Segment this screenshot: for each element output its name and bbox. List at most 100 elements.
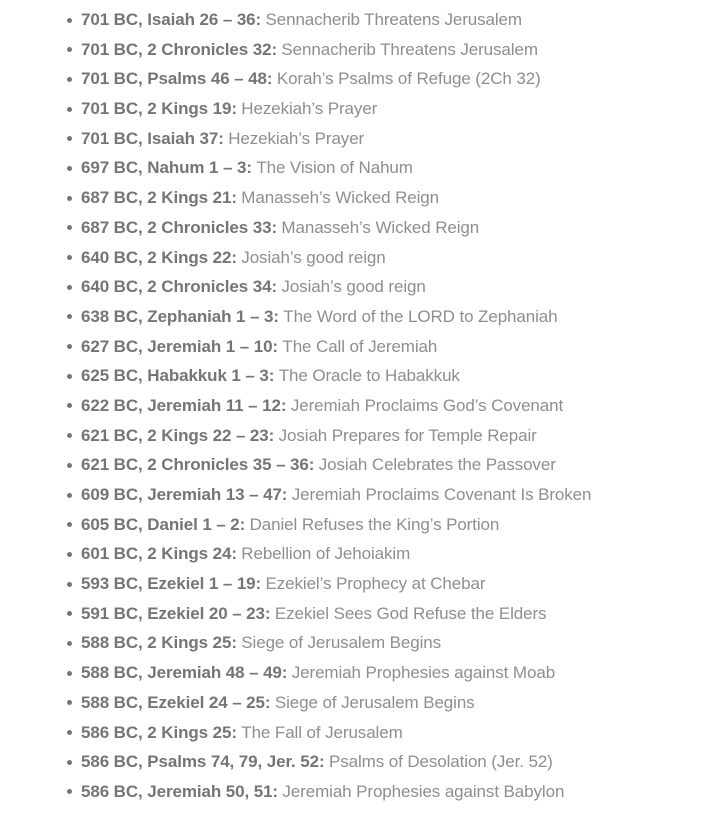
list-item: 701 BC, Psalms 46 – 48: Korah’s Psalms of… (67, 64, 713, 94)
timeline-entry: 586 BC, 2 Kings 25: The Fall of Jerusalem (81, 718, 403, 748)
bullet-icon (67, 640, 72, 646)
bullet-icon (67, 759, 72, 765)
timeline-entry: 697 BC, Nahum 1 – 3: The Vision of Nahum (81, 153, 413, 183)
timeline-entry: 701 BC, Isaiah 26 – 36: Sennacherib Threa… (81, 5, 522, 35)
entry-ref: 687 BC, 2 Kings 21: (81, 188, 237, 208)
entry-ref: 588 BC, Jeremiah 48 – 49: (81, 663, 288, 683)
bullet-icon (67, 165, 72, 171)
timeline-entry: 593 BC, Ezekiel 1 – 19: Ezekiel’s Prophec… (81, 569, 486, 599)
bullet-icon (67, 700, 72, 706)
entry-desc: Hezekiah’s Prayer (228, 128, 365, 148)
list-item: 701 BC, 2 Kings 19: Hezekiah’s Prayer (67, 94, 713, 124)
entry-desc: Josiah Celebrates the Passover (318, 455, 556, 475)
entry-desc: Jeremiah Prophesies against Moab (291, 663, 556, 683)
entry-ref: 591 BC, Ezekiel 20 – 23: (81, 603, 271, 623)
bullet-icon (67, 314, 72, 320)
timeline-entry: 640 BC, 2 Chronicles 34: Josiah’s good re… (81, 272, 426, 302)
bullet-icon (67, 17, 72, 23)
list-item: 621 BC, 2 Kings 22 – 23: Josiah Prepares … (67, 421, 713, 451)
entry-desc: The Call of Jeremiah (282, 336, 438, 356)
bullet-icon (67, 403, 72, 409)
timeline-entry: 701 BC, 2 Chronicles 32: Sennacherib Thre… (81, 35, 538, 65)
timeline-entry: 687 BC, 2 Chronicles 33: Manasseh’s Wicke… (81, 213, 479, 243)
entry-ref: 601 BC, 2 Kings 24: (81, 544, 237, 564)
entry-desc: Jeremiah Proclaims God’s Covenant (290, 395, 564, 415)
list-item: 701 BC, Isaiah 26 – 36: Sennacherib Threa… (67, 5, 713, 35)
entry-desc: The Vision of Nahum (256, 158, 413, 178)
timeline-entry: 640 BC, 2 Kings 22: Josiah’s good reign (81, 243, 386, 273)
timeline-entry: 621 BC, 2 Kings 22 – 23: Josiah Prepares … (81, 421, 537, 451)
entry-ref: 638 BC, Zephaniah 1 – 3: (81, 306, 279, 326)
timeline-entry: 586 BC, Psalms 74, 79, Jer. 52: Psalms of… (81, 747, 553, 777)
entry-ref: 588 BC, Ezekiel 24 – 25: (81, 692, 271, 712)
timeline-entry: 609 BC, Jeremiah 13 – 47: Jeremiah Procla… (81, 480, 591, 510)
entry-ref: 627 BC, Jeremiah 1 – 10: (81, 336, 278, 356)
bullet-icon (67, 136, 72, 142)
timeline-entry: 687 BC, 2 Kings 21: Manasseh’s Wicked Rei… (81, 183, 439, 213)
entry-ref: 593 BC, Ezekiel 1 – 19: (81, 574, 262, 594)
entry-desc: The Oracle to Habakkuk (278, 366, 460, 386)
list-item: 625 BC, Habakkuk 1 – 3: The Oracle to Hab… (67, 361, 713, 391)
bullet-icon (67, 47, 72, 53)
bullet-icon (67, 670, 72, 676)
entry-desc: Ezekiel Sees God Refuse the Elders (274, 603, 547, 623)
entry-ref: 701 BC, 2 Chronicles 32: (81, 39, 278, 59)
bullet-icon (67, 551, 72, 557)
entry-ref: 605 BC, Daniel 1 – 2: (81, 514, 246, 534)
bullet-icon (67, 284, 72, 290)
timeline-entry: 701 BC, Psalms 46 – 48: Korah’s Psalms of… (81, 64, 541, 94)
entry-ref: 701 BC, Isaiah 26 – 36: (81, 10, 262, 29)
entry-ref: 697 BC, Nahum 1 – 3: (81, 158, 252, 178)
list-item: 701 BC, Isaiah 37: Hezekiah’s Prayer (67, 124, 713, 154)
list-item: 588 BC, 2 Kings 25: Siege of Jerusalem Be… (67, 628, 713, 658)
timeline-entry: 586 BC, Jeremiah 50, 51: Jeremiah Prophes… (81, 777, 564, 807)
entry-desc: The Fall of Jerusalem (241, 722, 403, 742)
list-item: 586 BC, Jeremiah 50, 51: Jeremiah Prophes… (67, 777, 713, 807)
bullet-icon (67, 462, 72, 468)
timeline-entry: 621 BC, 2 Chronicles 35 – 36: Josiah Cele… (81, 450, 556, 480)
timeline-entry: 627 BC, Jeremiah 1 – 10: The Call of Jere… (81, 332, 437, 362)
entry-ref: 621 BC, 2 Kings 22 – 23: (81, 425, 275, 445)
list-item: 609 BC, Jeremiah 13 – 47: Jeremiah Procla… (67, 480, 713, 510)
entry-desc: Josiah Prepares for Temple Repair (278, 425, 537, 445)
list-item: 588 BC, Ezekiel 24 – 25: Siege of Jerusal… (67, 688, 713, 718)
list-item: 701 BC, 2 Chronicles 32: Sennacherib Thre… (67, 35, 713, 65)
entry-desc: Sennacherib Threatens Jerusalem (265, 10, 523, 29)
list-item: 687 BC, 2 Chronicles 33: Manasseh’s Wicke… (67, 213, 713, 243)
bullet-icon (67, 195, 72, 201)
entry-desc: Daniel Refuses the King’s Portion (249, 514, 500, 534)
timeline-entry: 588 BC, 2 Kings 25: Siege of Jerusalem Be… (81, 628, 441, 658)
timeline-entry: 605 BC, Daniel 1 – 2: Daniel Refuses the … (81, 510, 499, 540)
entry-desc: Rebellion of Jehoiakim (241, 544, 411, 564)
bullet-icon (67, 344, 72, 350)
entry-ref: 622 BC, Jeremiah 11 – 12: (81, 395, 287, 415)
entry-ref: 588 BC, 2 Kings 25: (81, 633, 237, 653)
timeline-entry: 591 BC, Ezekiel 20 – 23: Ezekiel Sees God… (81, 599, 547, 629)
list-item: 605 BC, Daniel 1 – 2: Daniel Refuses the … (67, 510, 713, 540)
bullet-icon (67, 373, 72, 379)
list-item: 640 BC, 2 Chronicles 34: Josiah’s good re… (67, 272, 713, 302)
entry-ref: 701 BC, Isaiah 37: (81, 128, 224, 148)
entry-ref: 625 BC, Habakkuk 1 – 3: (81, 366, 275, 386)
list-item: 586 BC, 2 Kings 25: The Fall of Jerusalem (67, 718, 713, 748)
entry-ref: 640 BC, 2 Kings 22: (81, 247, 237, 267)
entry-desc: Ezekiel’s Prophecy at Chebar (265, 574, 486, 594)
entry-desc: Manasseh’s Wicked Reign (241, 188, 439, 208)
bullet-icon (67, 789, 72, 795)
list-item: 601 BC, 2 Kings 24: Rebellion of Jehoiaki… (67, 539, 713, 569)
bullet-icon (67, 255, 72, 260)
list-item: 588 BC, Jeremiah 48 – 49: Jeremiah Prophe… (67, 658, 713, 688)
list-item: 697 BC, Nahum 1 – 3: The Vision of Nahum (67, 153, 713, 183)
entry-ref: 701 BC, 2 Kings 19: (81, 99, 237, 119)
timeline-entry: 622 BC, Jeremiah 11 – 12: Jeremiah Procla… (81, 391, 563, 421)
entry-desc: Psalms of Desolation (Jer. 52) (328, 752, 553, 772)
bullet-icon (67, 581, 72, 587)
timeline-entry: 601 BC, 2 Kings 24: Rebellion of Jehoiaki… (81, 539, 410, 569)
entry-desc: Siege of Jerusalem Begins (241, 633, 442, 653)
entry-desc: Siege of Jerusalem Begins (274, 692, 475, 712)
entry-ref: 621 BC, 2 Chronicles 35 – 36: (81, 455, 315, 475)
entry-ref: 586 BC, Psalms 74, 79, Jer. 52: (81, 752, 325, 772)
list-item: 621 BC, 2 Chronicles 35 – 36: Josiah Cele… (67, 450, 713, 480)
list-item: 586 BC, Psalms 74, 79, Jer. 52: Psalms of… (67, 747, 713, 777)
